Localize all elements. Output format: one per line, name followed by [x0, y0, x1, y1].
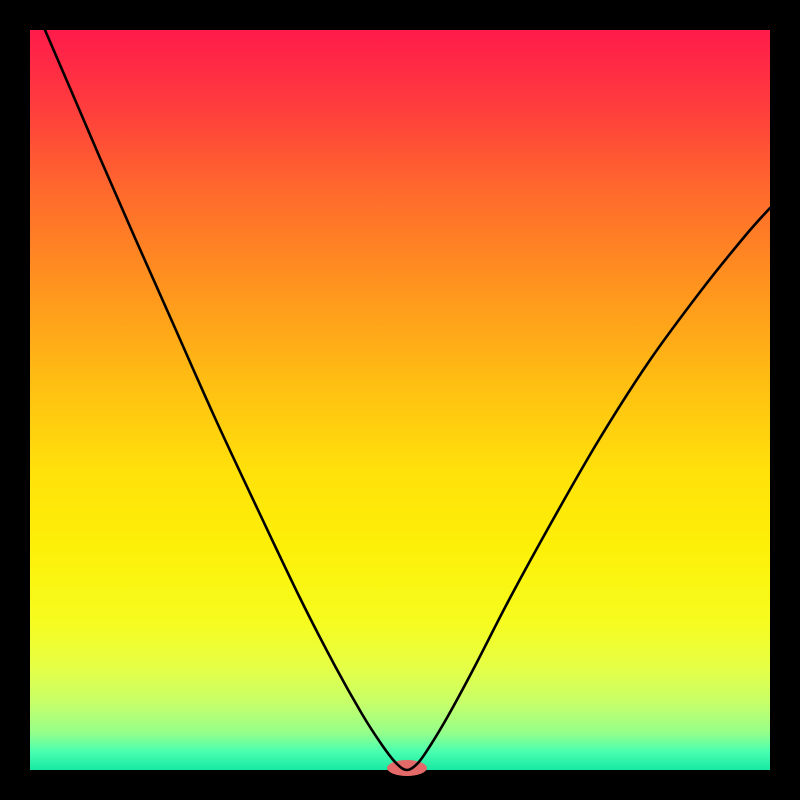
- bottleneck-chart-svg: [0, 0, 800, 800]
- optimum-marker: [387, 760, 427, 776]
- chart-plot-area: [30, 30, 770, 770]
- chart-canvas: TheBottleneck.com: [0, 0, 800, 800]
- watermark-text: TheBottleneck.com: [589, 6, 786, 30]
